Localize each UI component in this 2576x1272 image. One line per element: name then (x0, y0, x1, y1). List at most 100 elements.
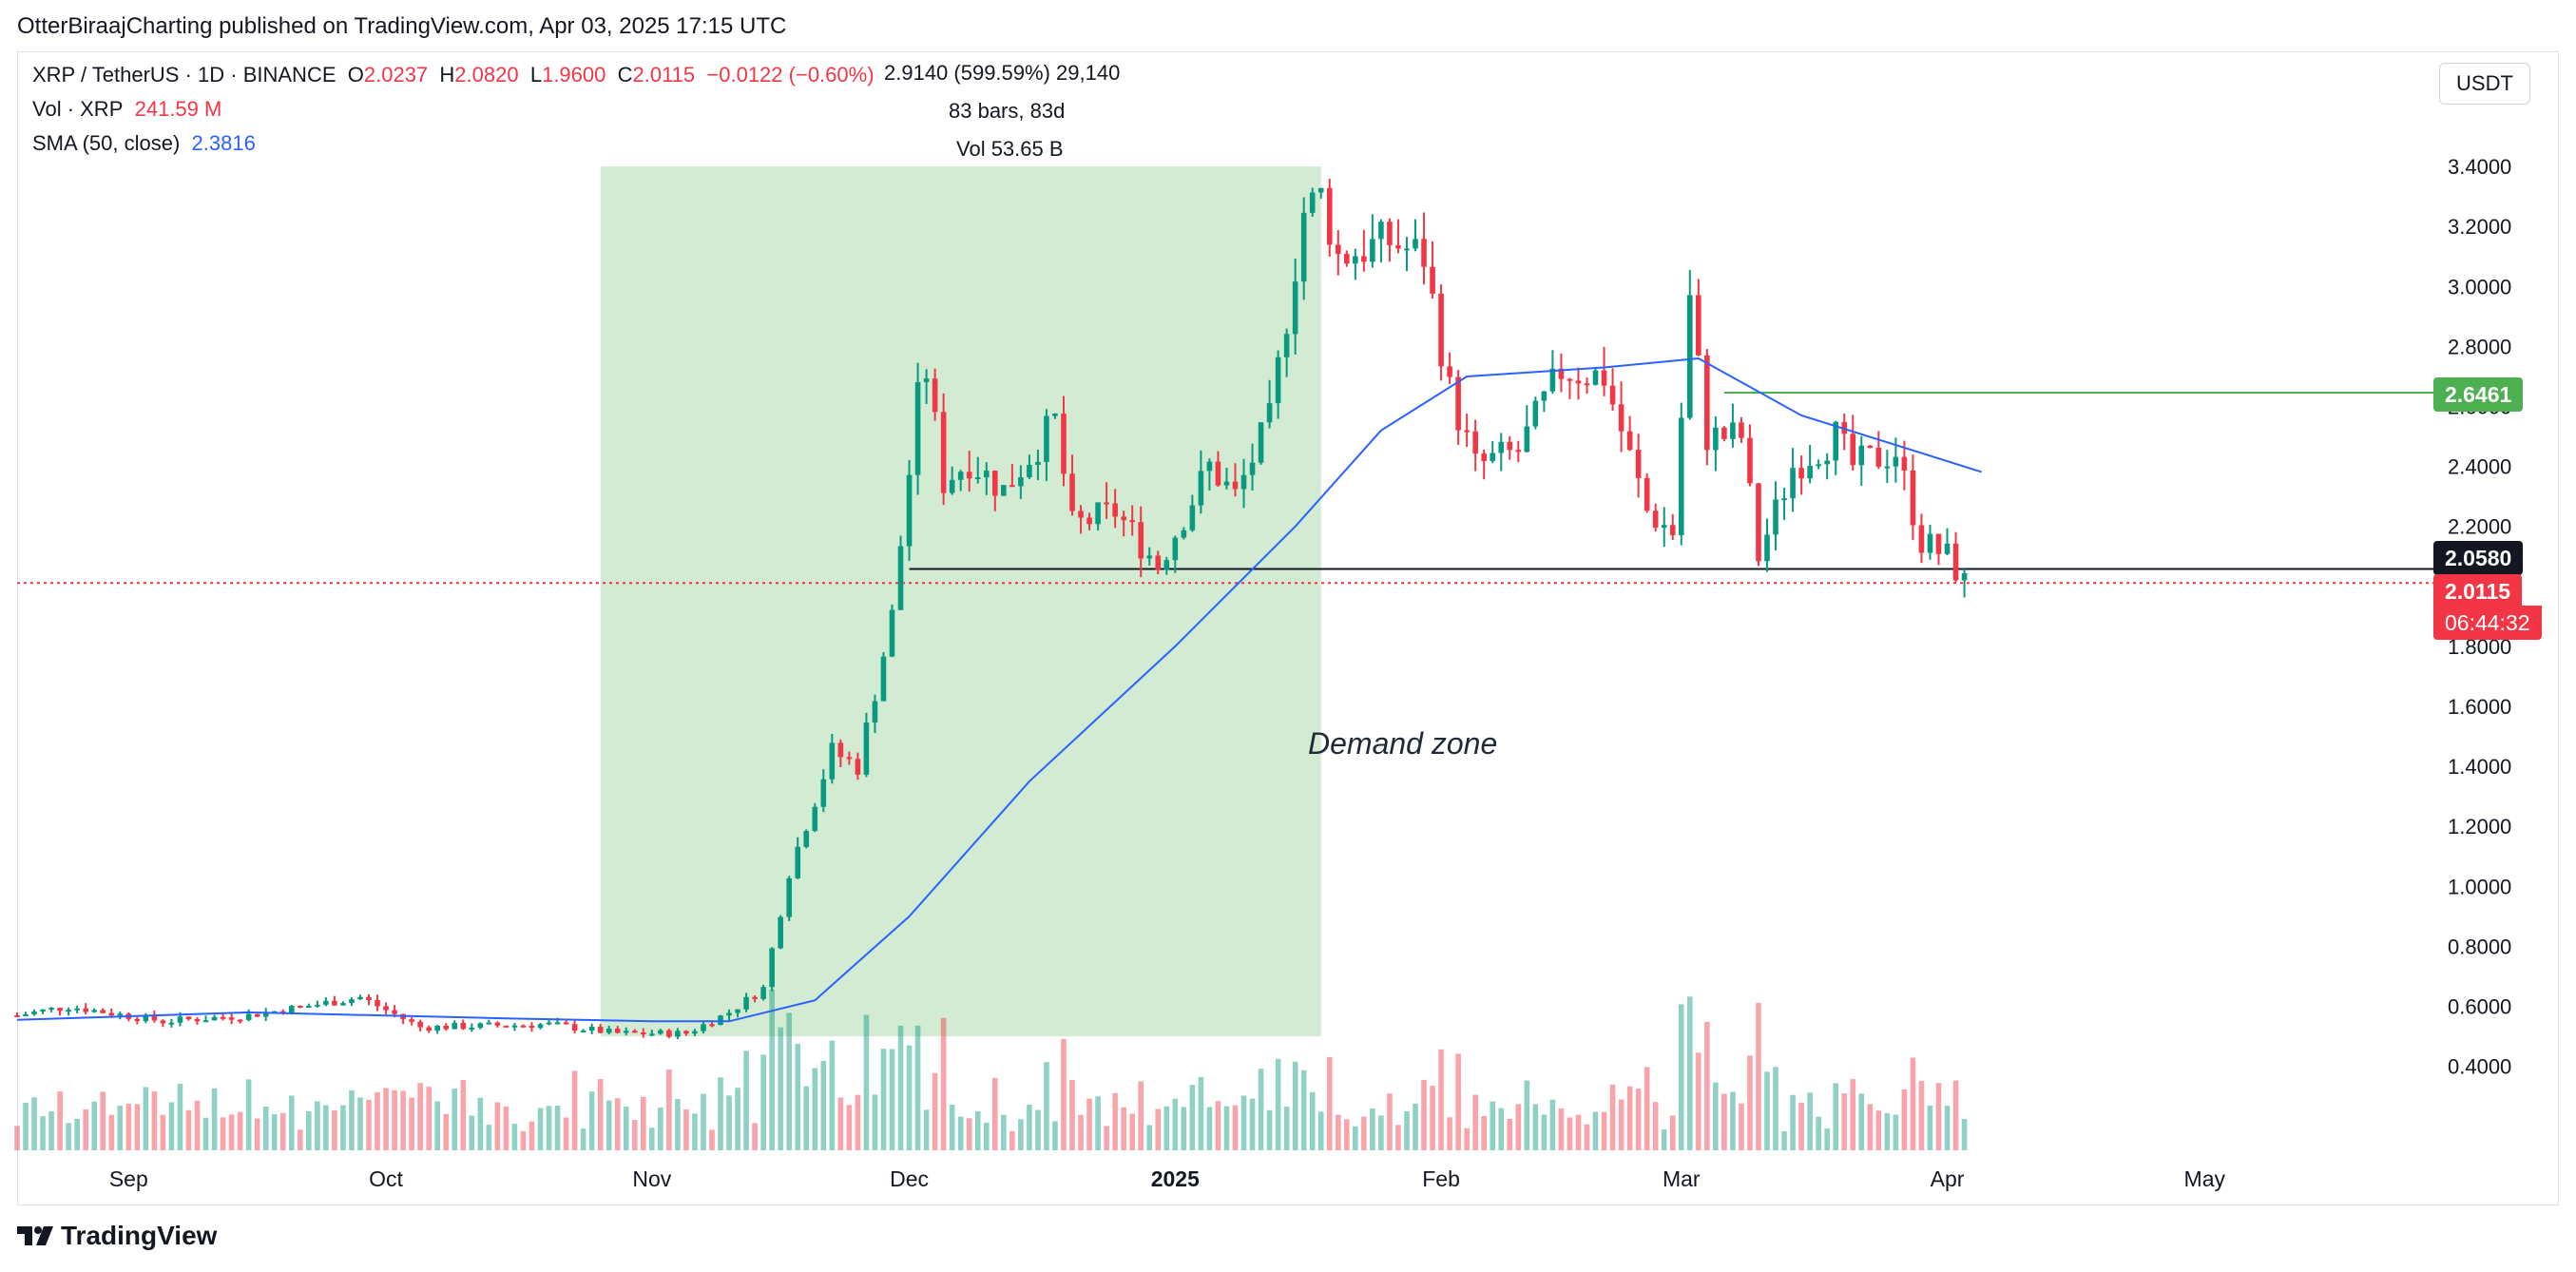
candle-body-2024-09-29 (366, 996, 372, 1001)
volume-bar-2025-02-07 (1490, 1101, 1496, 1150)
candles-layer (14, 179, 1968, 1040)
volume-bar-2025-01-01 (1172, 1098, 1179, 1150)
volume-bar-2025-02-27 (1661, 1129, 1667, 1150)
volume-bar-2024-10-23 (571, 1070, 578, 1150)
candle-body-2024-10-18 (529, 1025, 535, 1029)
candle-body-2025-02-04 (1464, 430, 1470, 433)
volume-bar-2024-11-26 (863, 1014, 870, 1150)
candle-body-2024-11-23 (837, 742, 844, 758)
y-tick-label-0.8: 0.8000 (2448, 935, 2511, 958)
legend-row-sma[interactable]: SMA (50, close) 2.3816 (32, 131, 256, 156)
legend-volume-label[interactable]: Vol · XRP (32, 97, 124, 121)
candle-body-2025-03-17 (1816, 464, 1821, 467)
candle-body-2025-03-04 (1704, 355, 1710, 451)
volume-bar-2024-11-03 (666, 1069, 672, 1150)
legend-row-symbol[interactable]: XRP / TetherUS · 1D · BINANCE O2.0237 H2… (32, 63, 875, 87)
candle-body-2025-03-08 (1739, 422, 1744, 438)
volume-bar-2025-01-03 (1189, 1085, 1196, 1150)
candle-body-2024-11-16 (778, 916, 783, 949)
candle-body-2024-08-21 (31, 1012, 37, 1014)
volume-bar-2024-12-13 (1009, 1130, 1015, 1150)
currency-button[interactable]: USDT (2439, 63, 2530, 105)
candle-body-2024-10-02 (392, 1010, 397, 1014)
legend-close-label: C (617, 63, 633, 87)
volume-bar-2025-03-01 (1678, 1004, 1684, 1150)
volume-bar-2024-11-29 (889, 1049, 895, 1150)
volume-bar-2025-01-19 (1326, 1056, 1333, 1150)
volume-bar-2024-09-29 (366, 1099, 372, 1150)
candle-body-2025-03-14 (1790, 468, 1796, 499)
candle-body-2025-01-18 (1317, 187, 1324, 193)
candle-body-2025-01-20 (1335, 244, 1341, 255)
volume-bar-2025-03-18 (1824, 1127, 1830, 1150)
candle-body-2024-12-16 (1035, 461, 1041, 466)
volume-bar-2025-03-26 (1893, 1114, 1899, 1150)
candle-body-2024-09-17 (262, 1012, 269, 1017)
volume-bar-2025-02-16 (1567, 1117, 1573, 1150)
candle-body-2025-02-24 (1635, 450, 1642, 478)
candle-body-2024-09-27 (349, 999, 355, 1004)
volume-bar-2024-11-14 (760, 1054, 766, 1150)
candle-body-2025-01-16 (1300, 212, 1307, 282)
candle-body-2025-02-17 (1575, 380, 1582, 384)
y-tick-label-0.4: 0.4000 (2448, 1055, 2511, 1079)
volume-bar-2025-01-29 (1413, 1103, 1418, 1150)
volume-bar-2024-08-30 (108, 1114, 115, 1150)
candle-body-2024-12-13 (1009, 485, 1015, 488)
volume-bar-2024-12-05 (940, 1017, 947, 1150)
candle-body-2024-12-10 (983, 471, 990, 478)
legend-symbol[interactable]: XRP / TetherUS · 1D · BINANCE (32, 63, 336, 87)
candle-body-2025-01-04 (1198, 471, 1204, 506)
x-tick-label-Mar: Mar (1663, 1166, 1701, 1191)
volume-bar-2024-10-24 (580, 1128, 586, 1150)
volume-bar-2024-10-21 (554, 1106, 561, 1150)
volume-bar-2024-10-16 (511, 1124, 518, 1150)
sma-line (16, 357, 1982, 1023)
legend-row-volume[interactable]: Vol · XRP 241.59 M (32, 97, 221, 122)
candle-body-2024-09-11 (211, 1016, 218, 1021)
legend-open-label: O (347, 63, 364, 87)
volume-bar-2024-12-16 (1035, 1109, 1041, 1150)
volume-bar-2024-11-16 (778, 1027, 783, 1150)
volume-bar-2024-10-30 (631, 1120, 638, 1150)
volume-bar-2024-10-05 (417, 1083, 423, 1150)
volume-bar-2024-10-19 (537, 1108, 544, 1150)
volume-bar-2025-02-24 (1635, 1089, 1642, 1150)
candle-body-2024-12-14 (1018, 477, 1024, 487)
candle-body-2025-01-28 (1404, 248, 1410, 251)
candle-body-2024-10-11 (469, 1028, 475, 1031)
candle-body-2025-03-22 (1858, 445, 1865, 466)
volume-bar-2024-09-22 (306, 1110, 312, 1150)
volume-bar-2025-03-03 (1696, 1052, 1701, 1150)
tradingview-logo[interactable]: TradingView (17, 1221, 217, 1251)
volume-bar-2024-10-26 (597, 1079, 604, 1150)
volume-bar-2024-10-02 (392, 1089, 397, 1150)
volume-bar-2025-01-22 (1353, 1126, 1358, 1150)
candle-body-2024-10-15 (503, 1025, 509, 1028)
candle-body-2024-10-29 (623, 1031, 629, 1033)
candle-body-2025-03-02 (1686, 295, 1693, 418)
candle-body-2025-02-10 (1515, 450, 1522, 453)
candle-body-2024-09-21 (298, 1006, 303, 1009)
legend-sma-label[interactable]: SMA (50, close) (32, 131, 181, 155)
volume-bar-2025-01-02 (1181, 1107, 1187, 1150)
y-tick-label-2.4: 2.4000 (2448, 455, 2511, 479)
volume-bar-2024-12-21 (1078, 1114, 1084, 1150)
candle-body-2024-09-20 (288, 1006, 295, 1014)
volume-bar-2024-11-01 (649, 1127, 655, 1150)
volume-bar-2025-03-02 (1686, 996, 1693, 1150)
volume-bar-2025-01-05 (1206, 1107, 1213, 1150)
candle-body-2024-11-10 (726, 1012, 732, 1016)
candle-body-2025-01-03 (1189, 505, 1196, 530)
volume-bar-2025-03-31 (1935, 1083, 1942, 1150)
last-price-tag: 2.0115 (2433, 574, 2523, 608)
candle-body-2024-12-21 (1078, 511, 1084, 518)
volume-bar-2024-09-11 (211, 1088, 218, 1150)
volume-bar-2025-02-03 (1455, 1053, 1461, 1150)
candle-body-2024-09-02 (134, 1018, 141, 1022)
candle-body-2025-01-21 (1344, 254, 1350, 264)
candle-body-2024-10-07 (434, 1025, 441, 1031)
candle-body-2024-12-23 (1095, 502, 1101, 525)
candle-body-2024-09-24 (323, 1000, 329, 1005)
